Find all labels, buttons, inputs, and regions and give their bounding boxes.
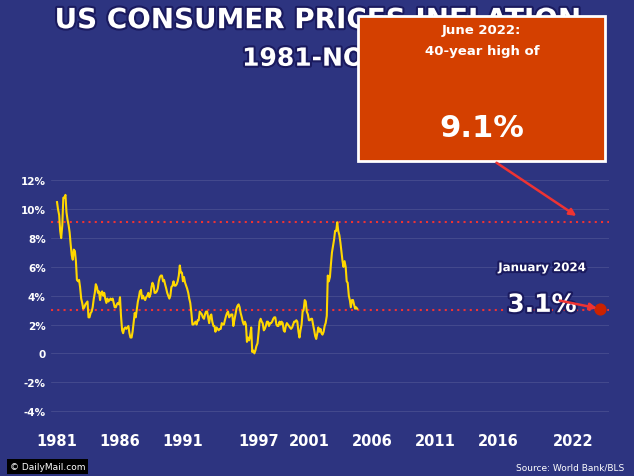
Text: January 2024: January 2024: [498, 262, 586, 275]
Text: 40-year high of: 40-year high of: [425, 45, 539, 58]
Text: 1981-NOW: 1981-NOW: [242, 48, 392, 71]
Text: June 2022:: June 2022:: [442, 24, 522, 37]
Text: © DailyMail.com: © DailyMail.com: [10, 462, 85, 471]
Text: Source: World Bank/BLS: Source: World Bank/BLS: [516, 462, 624, 471]
Text: 9.1%: 9.1%: [439, 114, 524, 143]
Text: US CONSUMER PRICES INFLATION: US CONSUMER PRICES INFLATION: [55, 7, 579, 35]
Point: [595, 305, 605, 313]
Text: 3.1%: 3.1%: [507, 293, 576, 317]
